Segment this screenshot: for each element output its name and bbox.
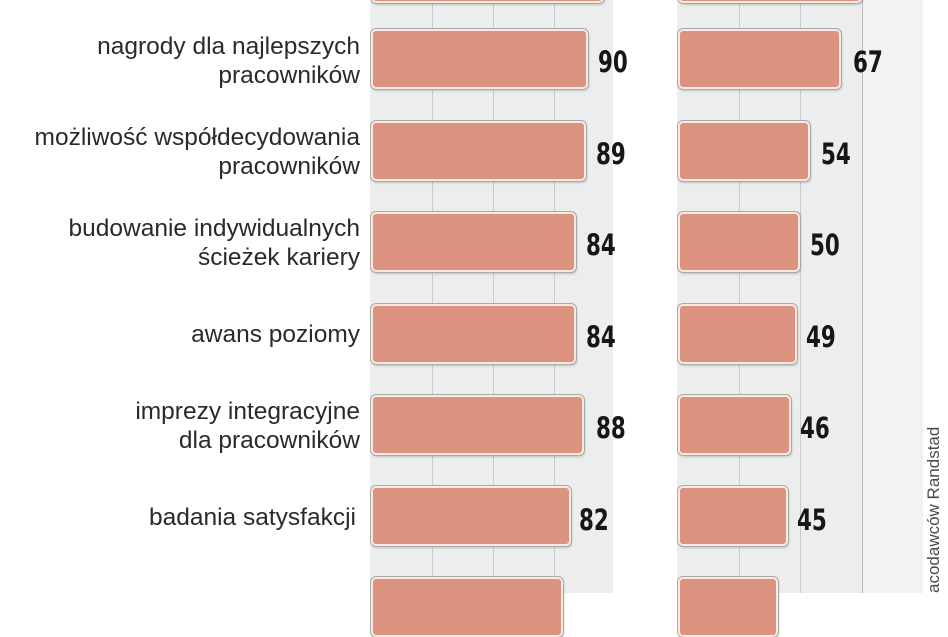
bar-right: [678, 304, 797, 364]
bar-left: [371, 304, 576, 364]
bar-right-cropped-top: [678, 0, 862, 3]
bar-right: [678, 121, 810, 181]
value-left: 90: [598, 45, 628, 79]
row-label: możliwość współdecydowania pracowników: [35, 123, 360, 181]
row-label-line: badania satysfakcji: [148, 504, 356, 531]
value-left: 84: [586, 320, 616, 354]
bar-left-cropped-bottom: [371, 577, 563, 637]
row-label: imprezy integracyjne dla pracowników: [135, 397, 360, 455]
row-label-line: ścieżek kariery: [197, 244, 360, 271]
right-side-strip: [863, 0, 923, 593]
value-left: 89: [596, 137, 626, 171]
left-gridline-25: [432, 0, 433, 593]
value-right: 45: [797, 503, 827, 537]
value-left: 82: [579, 503, 609, 537]
value-left: 88: [596, 411, 626, 445]
row-label: nagrody dla najlepszych pracowników: [97, 32, 360, 90]
bar-right: [678, 395, 791, 455]
bar-left: [371, 395, 584, 455]
row-label-line: imprezy integracyjne: [135, 398, 360, 425]
bar-right-cropped-bottom: [678, 577, 778, 637]
row-label: awans poziomy: [191, 320, 360, 349]
value-right: 50: [810, 228, 840, 262]
bar-left: [371, 121, 586, 181]
bar-right: [678, 486, 788, 546]
right-gridline-25: [739, 0, 740, 593]
value-right: 54: [821, 137, 851, 171]
row-label-line: dla pracowników: [178, 427, 360, 454]
bar-left: [371, 212, 576, 272]
row-label-line: pracowników: [218, 153, 360, 180]
row-label-line: budowanie indywidualnych: [68, 215, 360, 242]
bar-left-cropped-top: [371, 0, 604, 3]
row-label-line: awans poziomy: [191, 321, 360, 348]
bar-right: [678, 212, 800, 272]
value-right: 67: [853, 45, 883, 79]
bar-left: [371, 29, 588, 89]
left-gridline-75: [554, 0, 555, 593]
row-label: badania satysfakcji: [149, 503, 356, 532]
value-right: 46: [800, 411, 830, 445]
row-label-line: możliwość współdecydowania: [34, 124, 360, 151]
row-label-line: pracowników: [218, 62, 360, 89]
value-right: 49: [806, 320, 836, 354]
value-left: 84: [586, 228, 616, 262]
right-gridline-50: [800, 0, 801, 593]
bar-left: [371, 486, 571, 546]
source-note: acodawców Randstad: [924, 426, 943, 593]
row-label-line: nagrody dla najlepszych: [97, 33, 360, 60]
left-gridline-50: [493, 0, 494, 593]
bar-right: [678, 29, 841, 89]
right-gridline-75: [862, 0, 863, 593]
row-label: budowanie indywidualnych ścieżek kariery: [69, 214, 360, 272]
